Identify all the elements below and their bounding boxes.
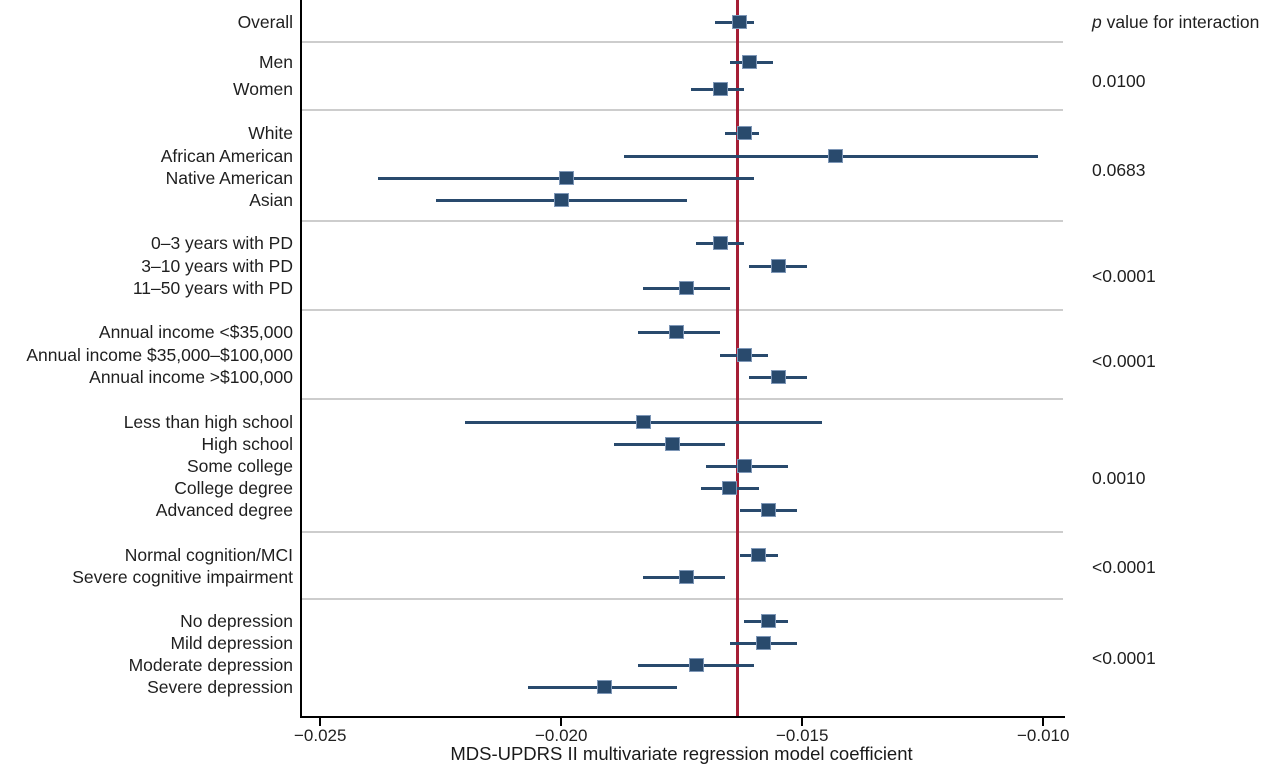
- row-label: Annual income $35,000–$100,000: [26, 345, 293, 365]
- group-separator-line: [300, 41, 1063, 43]
- group-separator-line: [300, 398, 1063, 400]
- y-axis-line: [300, 0, 302, 718]
- row-label: Mild depression: [170, 633, 293, 653]
- p-value: <0.0001: [1092, 266, 1156, 286]
- x-axis-tick: [801, 718, 804, 726]
- point-estimate-marker: [635, 415, 651, 429]
- group-separator-line: [300, 220, 1063, 222]
- point-estimate-marker: [770, 259, 786, 273]
- point-estimate-marker: [712, 82, 728, 96]
- row-label: Overall: [237, 12, 293, 32]
- point-estimate-marker: [669, 325, 685, 339]
- point-estimate-marker: [828, 149, 844, 163]
- group-separator-line: [300, 598, 1063, 600]
- row-label: Normal cognition/MCI: [124, 545, 293, 565]
- point-estimate-marker: [736, 348, 752, 362]
- row-label: Native American: [165, 168, 293, 188]
- row-label: College degree: [174, 478, 293, 498]
- row-label: Asian: [249, 190, 293, 210]
- row-label: Less than high school: [123, 412, 293, 432]
- row-label: Men: [258, 52, 293, 72]
- point-estimate-marker: [736, 126, 752, 140]
- x-axis-tick: [560, 718, 563, 726]
- p-value: <0.0001: [1092, 351, 1156, 371]
- row-label: Severe cognitive impairment: [72, 567, 293, 587]
- p-value: 0.0683: [1092, 160, 1146, 180]
- point-estimate-marker: [679, 281, 695, 295]
- point-estimate-marker: [553, 193, 569, 207]
- group-separator-line: [300, 531, 1063, 533]
- point-estimate-marker: [761, 614, 776, 628]
- p-value: <0.0001: [1092, 557, 1156, 577]
- p-value: 0.0010: [1092, 468, 1146, 488]
- row-label: African American: [160, 146, 293, 166]
- x-axis-tick-label: −0.015: [775, 726, 829, 745]
- point-estimate-marker: [751, 548, 767, 562]
- x-axis-tick-label: −0.025: [293, 726, 347, 745]
- point-estimate-marker: [736, 459, 752, 473]
- point-estimate-marker: [597, 680, 613, 694]
- point-estimate-marker: [679, 570, 695, 584]
- row-label: Some college: [186, 456, 293, 476]
- row-label: Moderate depression: [128, 655, 293, 675]
- point-estimate-marker: [664, 437, 680, 451]
- point-estimate-marker: [722, 481, 738, 495]
- row-label: No depression: [180, 611, 293, 631]
- x-axis-tick-label: −0.010: [1016, 726, 1070, 745]
- p-value: 0.0100: [1092, 71, 1146, 91]
- row-label: Advanced degree: [155, 500, 293, 520]
- row-label: Severe depression: [147, 677, 293, 697]
- point-estimate-marker: [741, 55, 757, 69]
- point-estimate-marker: [761, 503, 776, 517]
- point-estimate-marker: [732, 15, 748, 29]
- row-label: 11–50 years with PD: [132, 278, 293, 298]
- point-estimate-marker: [688, 658, 704, 672]
- x-axis-tick: [1042, 718, 1045, 726]
- row-label: 3–10 years with PD: [141, 256, 293, 276]
- x-axis-line: [300, 716, 1065, 718]
- point-estimate-marker: [770, 370, 786, 384]
- p-header-text: value for interaction: [1101, 12, 1260, 32]
- point-estimate-marker: [712, 236, 728, 250]
- x-axis-title: MDS-UPDRS II multivariate regression mod…: [450, 743, 913, 764]
- x-axis-tick-label: −0.020: [534, 726, 588, 745]
- point-estimate-marker: [756, 636, 772, 650]
- row-label: Annual income >$100,000: [89, 367, 293, 387]
- p-value-column-header: p value for interaction: [1092, 11, 1259, 33]
- row-label: Women: [233, 79, 293, 99]
- point-estimate-marker: [558, 171, 574, 185]
- x-axis-tick: [319, 718, 322, 726]
- row-label: 0–3 years with PD: [150, 233, 293, 253]
- group-separator-line: [300, 109, 1063, 111]
- p-value: <0.0001: [1092, 648, 1156, 668]
- p-italic-glyph: p: [1092, 12, 1102, 32]
- row-label: Annual income <$35,000: [98, 322, 293, 342]
- group-separator-line: [300, 309, 1063, 311]
- row-label: White: [248, 123, 293, 143]
- row-label: High school: [201, 434, 293, 454]
